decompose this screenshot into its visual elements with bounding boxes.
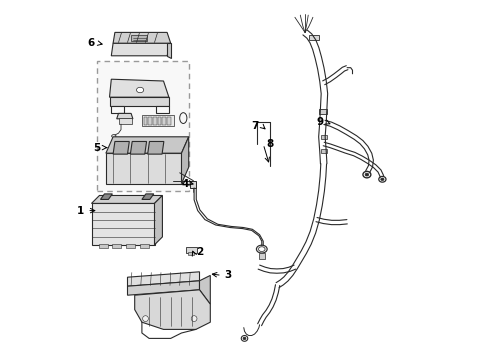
- Polygon shape: [167, 43, 170, 58]
- Polygon shape: [109, 97, 168, 106]
- Bar: [143, 117, 147, 125]
- Bar: [190, 181, 196, 188]
- Bar: [131, 35, 147, 41]
- Bar: [140, 244, 148, 248]
- Polygon shape: [91, 203, 154, 245]
- Text: 5: 5: [93, 143, 101, 153]
- Polygon shape: [111, 43, 170, 56]
- Polygon shape: [106, 153, 181, 184]
- Polygon shape: [113, 32, 170, 43]
- Text: 2: 2: [196, 247, 203, 257]
- Polygon shape: [142, 194, 153, 199]
- Bar: [99, 244, 107, 248]
- Ellipse shape: [380, 178, 383, 181]
- Polygon shape: [181, 137, 188, 184]
- Text: 9: 9: [316, 117, 323, 127]
- Bar: [112, 244, 121, 248]
- Polygon shape: [111, 106, 123, 113]
- Ellipse shape: [365, 173, 368, 176]
- Bar: [126, 244, 135, 248]
- Polygon shape: [134, 290, 210, 329]
- Polygon shape: [127, 281, 199, 295]
- Text: 7: 7: [251, 121, 259, 131]
- Bar: [158, 117, 161, 125]
- Circle shape: [142, 316, 148, 321]
- Bar: [321, 149, 326, 153]
- Text: 4: 4: [181, 179, 188, 189]
- Bar: [162, 117, 166, 125]
- Polygon shape: [91, 195, 162, 203]
- Polygon shape: [109, 79, 168, 97]
- Bar: [167, 117, 170, 125]
- Bar: [258, 253, 264, 259]
- Polygon shape: [154, 195, 162, 245]
- Bar: [97, 61, 188, 191]
- Bar: [188, 252, 194, 255]
- Text: 6: 6: [88, 38, 95, 48]
- Polygon shape: [117, 113, 133, 119]
- Polygon shape: [130, 141, 146, 154]
- Bar: [118, 118, 132, 124]
- Bar: [185, 247, 196, 253]
- Text: 3: 3: [224, 270, 231, 280]
- Text: 1: 1: [77, 206, 84, 216]
- Bar: [308, 35, 319, 40]
- Bar: [153, 117, 156, 125]
- Polygon shape: [113, 141, 129, 154]
- Circle shape: [191, 316, 197, 321]
- Polygon shape: [101, 194, 112, 199]
- Polygon shape: [156, 106, 168, 113]
- Polygon shape: [147, 141, 163, 154]
- Bar: [142, 115, 174, 126]
- Ellipse shape: [136, 87, 143, 93]
- Bar: [321, 135, 326, 139]
- Bar: [148, 117, 152, 125]
- Polygon shape: [106, 137, 188, 153]
- Ellipse shape: [243, 337, 245, 340]
- Ellipse shape: [256, 245, 266, 253]
- Ellipse shape: [258, 247, 264, 252]
- Text: 8: 8: [265, 139, 273, 149]
- Polygon shape: [199, 275, 210, 304]
- Bar: [319, 109, 326, 114]
- Polygon shape: [127, 272, 199, 286]
